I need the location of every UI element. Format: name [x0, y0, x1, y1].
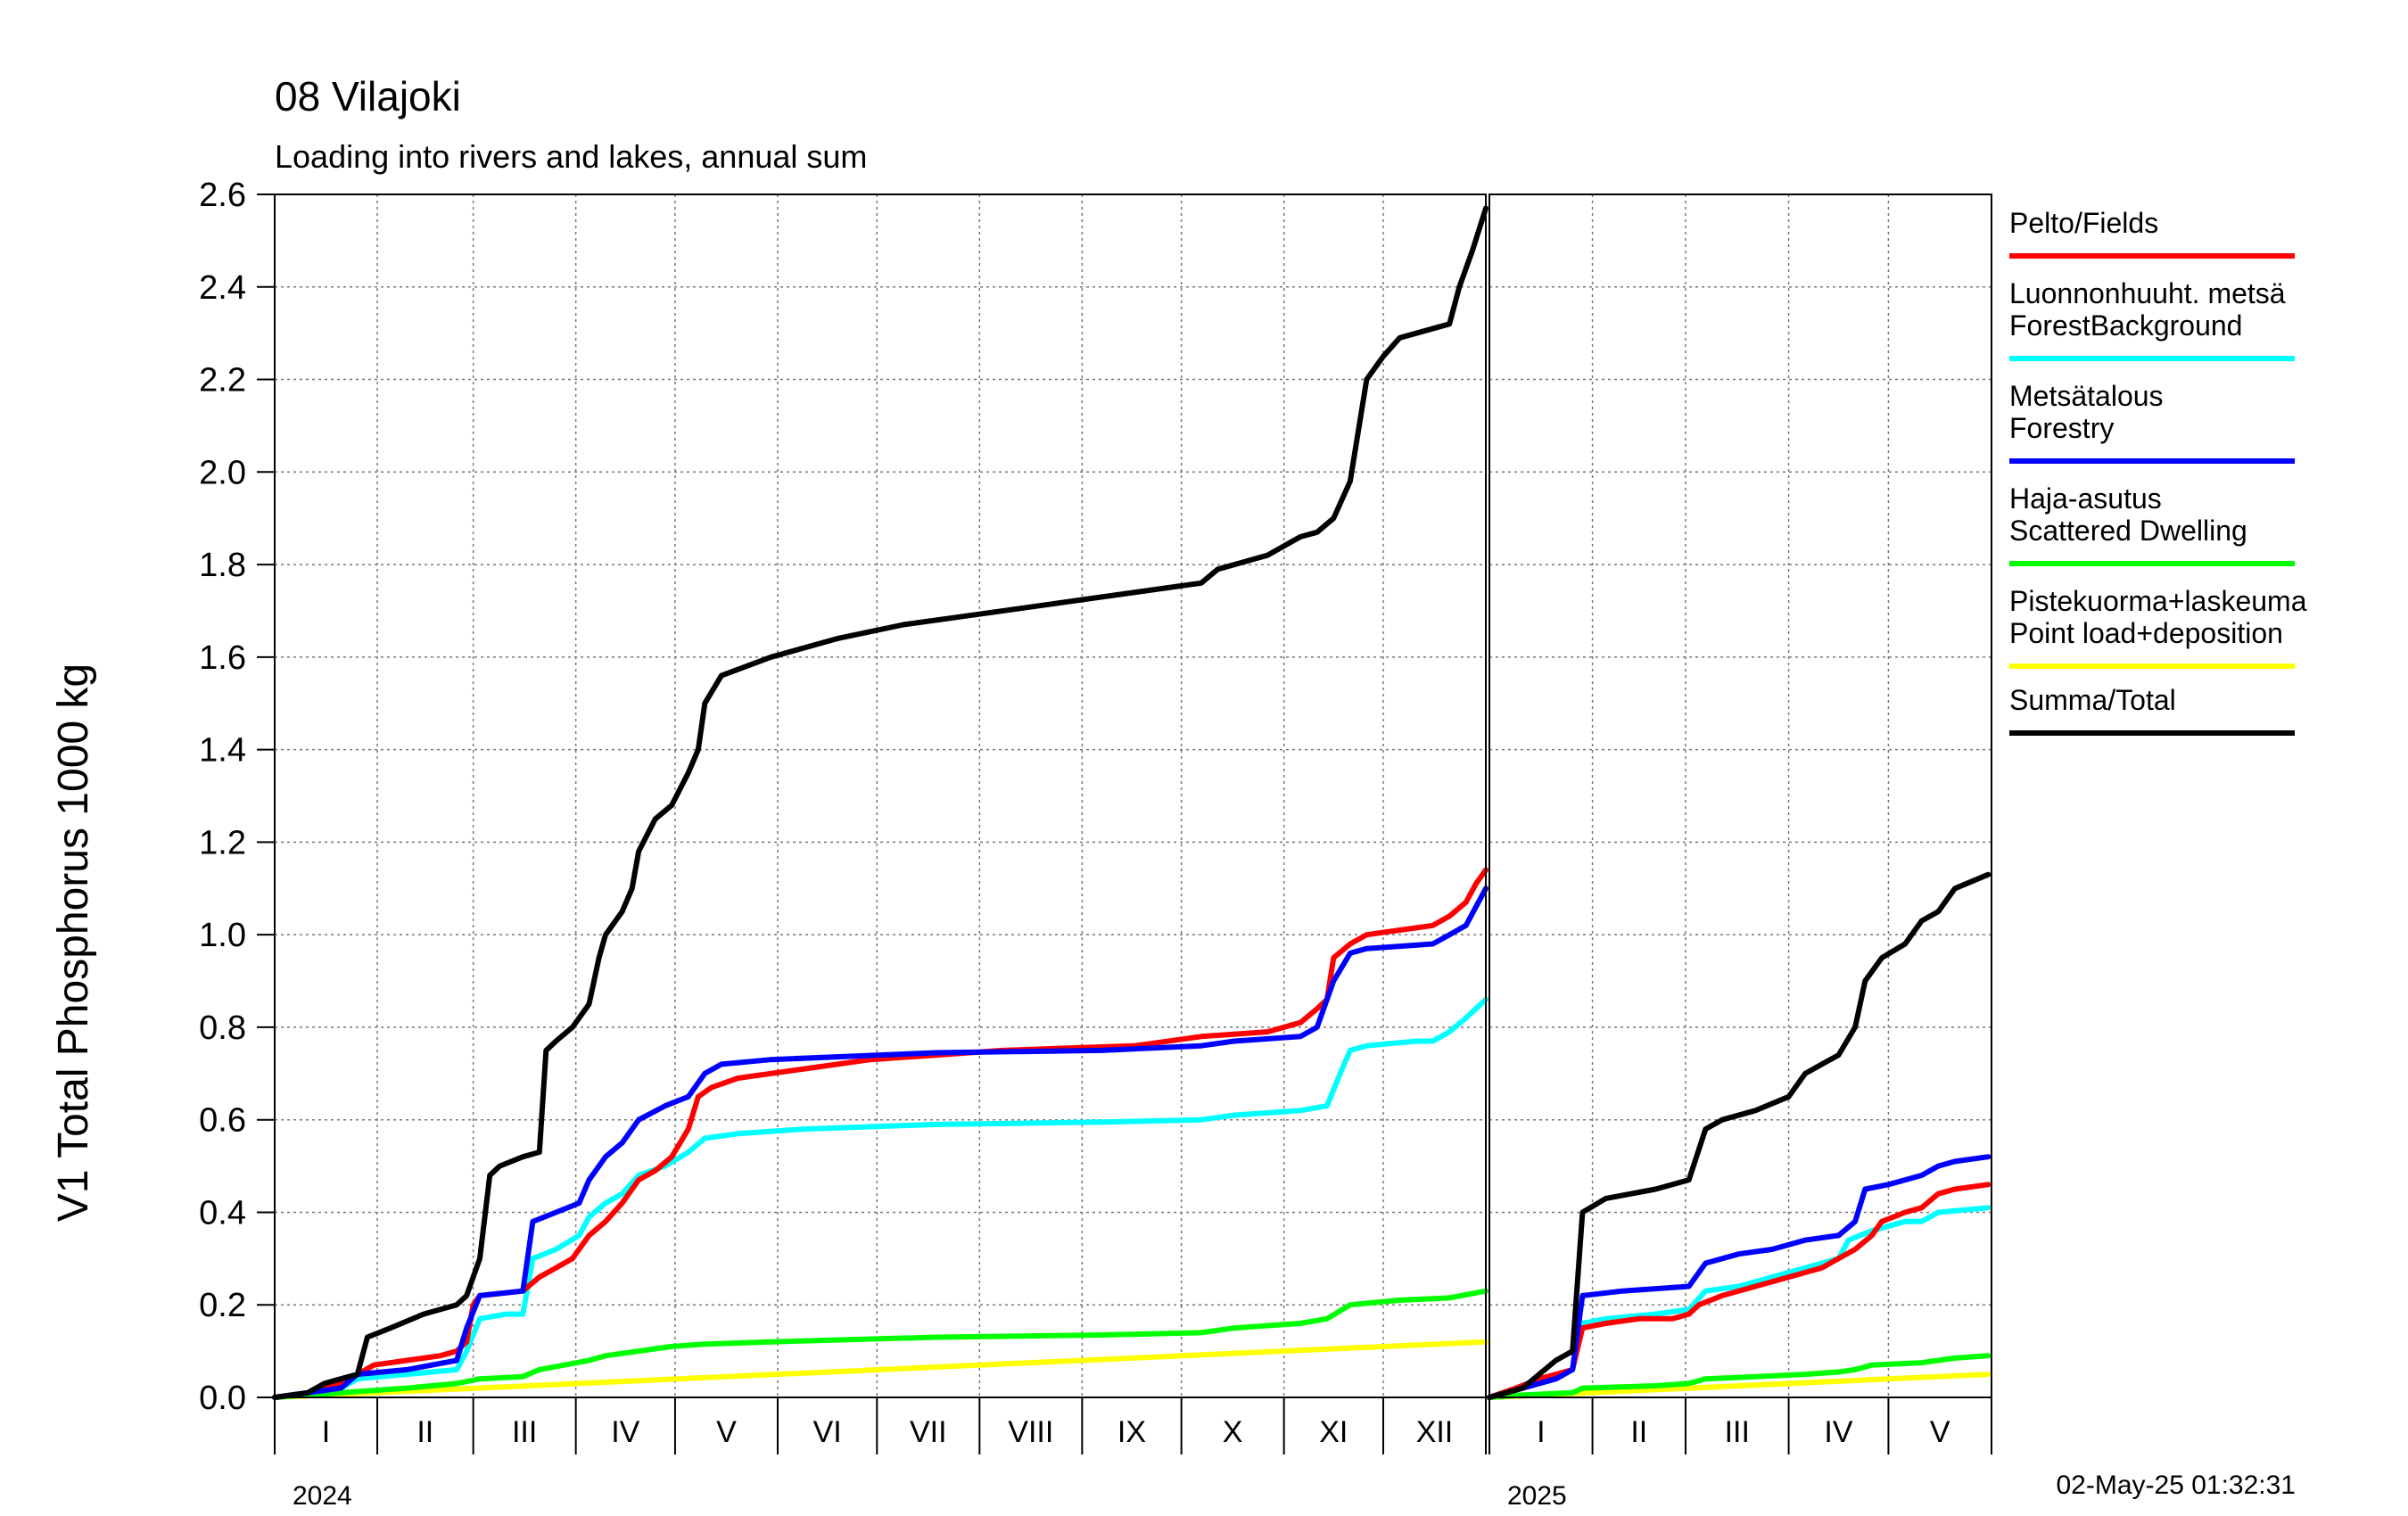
- plot-area: [274, 194, 1487, 1398]
- y-axis-label: V1 Total Phosphorus 1000 kg: [50, 663, 97, 1222]
- plot-area: [1489, 194, 1992, 1398]
- y-tick-label: 0.2: [199, 1287, 246, 1324]
- y-tick-label: 0.8: [199, 1009, 246, 1047]
- month-label: IV: [611, 1415, 639, 1449]
- series-line: [1487, 1353, 1992, 1400]
- y-tick-label: 0.4: [199, 1194, 246, 1232]
- y-tick-label: 2.0: [199, 454, 246, 491]
- y-tick-label: 1.0: [199, 917, 246, 954]
- y-tick-label: 2.2: [199, 362, 246, 400]
- month-label: VII: [910, 1415, 947, 1449]
- y-tick-label: 1.2: [199, 824, 246, 861]
- y-tick-label: 2.4: [199, 269, 246, 307]
- month-label: V: [1930, 1415, 1950, 1449]
- series-lines: [272, 205, 1992, 1400]
- legend-label: ForestBackground: [2009, 309, 2242, 342]
- y-tick-label: 1.4: [199, 732, 246, 770]
- year-label: 2025: [1507, 1481, 1567, 1511]
- y-tick-label: 1.6: [199, 639, 246, 677]
- y-tick-label: 1.8: [199, 547, 246, 584]
- series-line: [272, 1339, 1489, 1400]
- legend-label: Haja-asutus: [2009, 482, 2162, 515]
- y-tick-label: 0.0: [199, 1380, 246, 1417]
- month-label: VI: [813, 1415, 842, 1449]
- month-label: I: [322, 1415, 330, 1449]
- y-tick-label: 0.6: [199, 1102, 246, 1140]
- year-label: 2024: [293, 1481, 352, 1511]
- plot-frame: [274, 194, 1992, 1398]
- series-line: [272, 1288, 1489, 1400]
- month-label: XII: [1416, 1415, 1454, 1449]
- legend-label: Metsätalous: [2009, 380, 2164, 412]
- month-label: III: [512, 1415, 537, 1449]
- series-line: [272, 205, 1489, 1400]
- series-line: [1487, 1154, 1992, 1400]
- chart-subtitle: Loading into rivers and lakes, annual su…: [275, 138, 867, 175]
- month-label: II: [1630, 1415, 1647, 1449]
- series-line: [272, 867, 1489, 1400]
- month-label: IV: [1824, 1415, 1852, 1449]
- month-label: X: [1223, 1415, 1243, 1449]
- legend-label: Forestry: [2009, 412, 2114, 444]
- grid: [275, 194, 1992, 1398]
- month-label: XI: [1319, 1415, 1348, 1449]
- y-tick-label: 2.6: [199, 177, 246, 214]
- legend: Pelto/Fields Luonnonhuuht. metsäForestBac…: [2009, 207, 2307, 736]
- month-label: III: [1725, 1415, 1750, 1449]
- legend-label: Summa/Total: [2009, 684, 2176, 716]
- series-line: [272, 886, 1489, 1400]
- chart-title: 08 Vilajoki: [275, 73, 461, 119]
- legend-label: Pistekuorma+laskeuma: [2009, 585, 2307, 617]
- series-line: [272, 996, 1489, 1400]
- month-label: II: [416, 1415, 433, 1449]
- timestamp: 02-May-25 01:32:31: [2056, 1471, 2296, 1500]
- month-label: I: [1537, 1415, 1545, 1449]
- legend-label: Point load+deposition: [2009, 617, 2283, 649]
- month-label: V: [716, 1415, 737, 1449]
- y-ticks: 0.0 0.2 0.4 0.6 0.8 1.0 1.2 1.4 1.6 1.8 2.0 2.2 2.4 2…: [199, 177, 275, 1417]
- legend-label: Scattered Dwelling: [2009, 515, 2247, 547]
- legend-label: Luonnonhuuht. metsä: [2009, 277, 2286, 309]
- series-line: [1487, 871, 1992, 1400]
- month-label: IX: [1117, 1415, 1146, 1449]
- legend-label: Pelto/Fields: [2009, 207, 2158, 239]
- series-line: [1487, 1205, 1992, 1400]
- month-label: VIII: [1008, 1415, 1053, 1449]
